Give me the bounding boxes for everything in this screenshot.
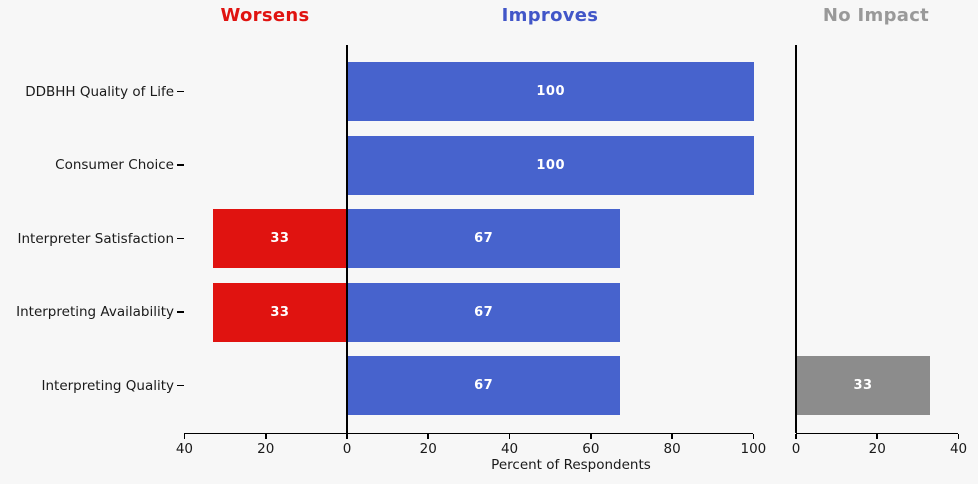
bar-value-label: 100 — [536, 157, 566, 173]
header-worsens: Worsens — [220, 5, 310, 26]
side-axis-tick-mark — [876, 434, 879, 440]
x-axis-label: Percent of Respondents — [491, 457, 651, 473]
main-axis-tick-label: 20 — [257, 440, 275, 457]
bar-improves: 67 — [347, 209, 620, 268]
main-axis-tick-label: 80 — [663, 440, 681, 457]
bar-improves: 67 — [347, 282, 620, 342]
side-axis-tick-label: 0 — [791, 440, 801, 457]
category-label: Interpreting Quality — [41, 377, 174, 394]
bar-value-label: 100 — [536, 84, 566, 99]
bar-no-impact: 33 — [796, 356, 931, 415]
header-no-impact: No Impact — [822, 5, 930, 26]
bar-improves: 100 — [347, 62, 754, 121]
main-axis-tick-mark — [427, 434, 430, 440]
bar-worsens: 33 — [212, 209, 347, 268]
side-x-axis-line — [796, 432, 958, 435]
zero-baseline — [346, 45, 348, 433]
bar-improves: 100 — [347, 135, 754, 195]
category-label: Interpreting Availability — [16, 304, 174, 320]
category-label: Consumer Choice — [55, 157, 174, 173]
bar-value-label: 67 — [474, 231, 494, 246]
main-axis-tick-mark — [346, 434, 348, 440]
main-axis-tick-mark — [590, 434, 592, 440]
side-left-spine — [795, 45, 797, 433]
main-axis-tick-label: 100 — [740, 440, 767, 457]
main-x-axis-line — [184, 432, 753, 435]
main-axis-tick-label: 40 — [175, 440, 194, 457]
bar-value-label: 33 — [270, 304, 290, 320]
main-axis-tick-label: 20 — [419, 440, 437, 457]
main-axis-tick-mark — [183, 434, 186, 440]
bar-value-label: 67 — [474, 378, 494, 393]
y-tick-mark — [177, 164, 184, 166]
y-tick-mark — [177, 384, 184, 387]
main-axis-tick-label: 40 — [500, 440, 519, 457]
bar-improves: 67 — [347, 356, 620, 415]
main-axis-tick-mark — [264, 434, 267, 440]
y-tick-mark — [177, 90, 184, 93]
bar-value-label: 67 — [474, 304, 494, 320]
category-label: Interpreter Satisfaction — [17, 230, 174, 247]
category-label: DDBHH Quality of Life — [25, 83, 174, 100]
bar-value-label: 33 — [270, 231, 290, 246]
main-axis-tick-mark — [752, 434, 755, 440]
main-axis-tick-mark — [671, 434, 673, 440]
y-tick-mark — [177, 237, 184, 240]
y-tick-mark — [177, 311, 184, 313]
header-improves: Improves — [501, 5, 599, 26]
bar-worsens: 33 — [212, 282, 347, 342]
bar-value-label: 33 — [853, 378, 873, 393]
side-axis-tick-label: 40 — [949, 440, 968, 457]
side-axis-tick-mark — [957, 434, 960, 440]
main-axis-tick-label: 0 — [342, 440, 352, 457]
main-axis-tick-label: 60 — [582, 440, 600, 457]
main-axis-tick-mark — [508, 434, 511, 440]
side-axis-tick-mark — [795, 434, 797, 440]
side-axis-tick-label: 20 — [868, 440, 886, 457]
